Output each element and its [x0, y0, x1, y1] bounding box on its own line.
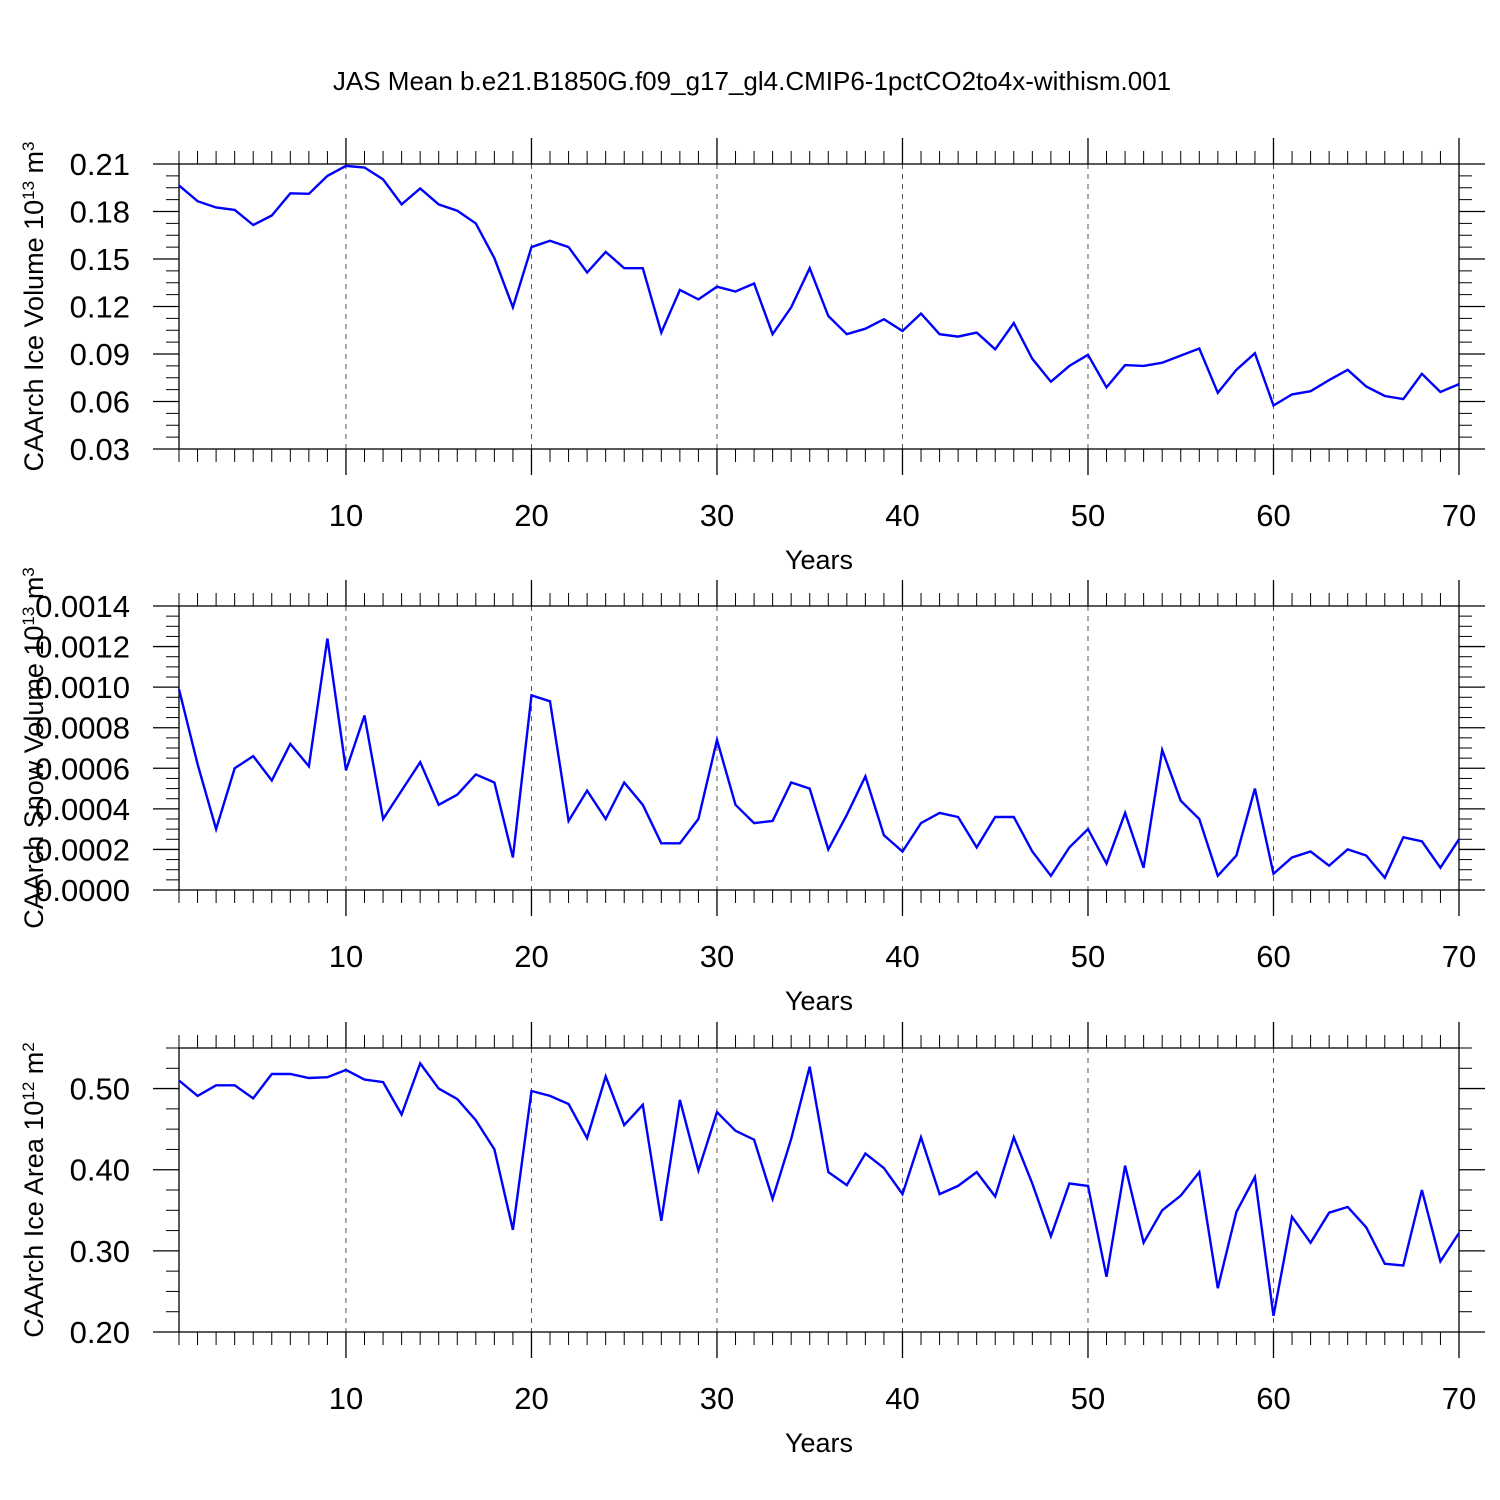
x-tick-label: 10: [329, 939, 363, 974]
y-axis-label: CAArch Ice Volume 1013 m3: [19, 141, 50, 471]
y-tick-label: 0.0004: [35, 792, 130, 827]
series-line-ice-area: [178, 1060, 1461, 1317]
y-tick-label: 0.0010: [35, 670, 130, 705]
x-tick-label: 70: [1442, 1381, 1476, 1416]
panel-ice-area: 0.20 0.30 0.40 0.50 10 20 30 40 50 60 70 Years CA…: [19, 1022, 1485, 1458]
x-tick-label: 50: [1071, 498, 1105, 533]
x-tick-label: 20: [514, 939, 548, 974]
x-tick-labels: 10 20 30 40 50 60 70: [329, 939, 1477, 974]
y-axis-label: CAArch Snow Volume 1013 m3: [19, 567, 50, 929]
x-tick-label: 70: [1442, 498, 1476, 533]
axis-ticks: [153, 580, 1485, 916]
panel-snow-volume: 0.0000 0.0002 0.0004 0.0006 0.0008 0.0010 0.00…: [19, 567, 1485, 1016]
y-axis-label-exponent: 13: [19, 181, 38, 200]
x-tick-label: 50: [1071, 939, 1105, 974]
y-tick-label: 0.06: [70, 385, 130, 420]
x-axis-label: Years: [785, 1428, 853, 1458]
y-tick-label: 0.12: [70, 290, 130, 325]
x-tick-label: 60: [1256, 498, 1290, 533]
y-tick-label: 0.09: [70, 337, 130, 372]
y-axis-label-main: CAArch Ice Area 10: [19, 1101, 49, 1338]
chart-title: JAS Mean b.e21.B1850G.f09_g17_gl4.CMIP6-…: [333, 66, 1171, 96]
y-tick-label: 0.0014: [35, 589, 130, 624]
y-axis-label-unit: m: [19, 151, 49, 181]
y-tick-label: 0.0012: [35, 630, 130, 665]
y-axis-label-main: CAArch Snow Volume 10: [19, 626, 49, 929]
y-tick-labels: 0.0000 0.0002 0.0004 0.0006 0.0008 0.0010 0.00…: [35, 589, 130, 908]
plot-frame: [178, 1047, 1460, 1333]
y-axis-label-unit-exponent: 3: [19, 567, 38, 576]
x-gridlines: [345, 606, 1274, 890]
panel-ice-volume: 0.03 0.06 0.09 0.12 0.15 0.18 0.21 10 20 30 40 50 6…: [19, 138, 1485, 575]
x-tick-label: 10: [329, 1381, 363, 1416]
x-gridlines: [345, 1048, 1274, 1332]
y-axis-label-unit-exponent: 3: [19, 141, 38, 150]
y-axis-label-unit-exponent: 2: [19, 1042, 38, 1051]
y-tick-label: 0.0006: [35, 751, 130, 786]
y-tick-label: 0.0008: [35, 711, 130, 746]
x-tick-label: 70: [1442, 939, 1476, 974]
y-tick-label: 0.0000: [35, 873, 130, 908]
x-axis-label: Years: [785, 986, 853, 1016]
x-tick-labels: 10 20 30 40 50 60 70: [329, 1381, 1477, 1416]
y-tick-label: 0.30: [70, 1234, 130, 1269]
plot-frame: [178, 163, 1460, 450]
y-axis-label-exponent: 13: [19, 607, 38, 626]
y-axis-label-unit: m: [19, 577, 49, 607]
y-axis-label-main: CAArch Ice Volume 10: [19, 200, 49, 472]
x-tick-label: 30: [700, 498, 734, 533]
x-tick-label: 20: [514, 1381, 548, 1416]
y-tick-labels: 0.20 0.30 0.40 0.50: [70, 1072, 130, 1350]
y-tick-label: 0.21: [70, 147, 130, 182]
y-tick-label: 0.15: [70, 242, 130, 277]
x-tick-label: 40: [885, 939, 919, 974]
x-tick-label: 50: [1071, 1381, 1105, 1416]
y-tick-labels: 0.03 0.06 0.09 0.12 0.15 0.18 0.21: [70, 147, 130, 467]
y-axis-label-unit: m: [19, 1052, 49, 1082]
y-axis-label: CAArch Ice Area 1012 m2: [19, 1042, 50, 1338]
x-axis-label: Years: [785, 545, 853, 575]
axis-ticks: [153, 138, 1485, 475]
x-tick-label: 60: [1256, 1381, 1290, 1416]
x-tick-label: 30: [700, 1381, 734, 1416]
y-tick-label: 0.50: [70, 1072, 130, 1107]
x-tick-label: 60: [1256, 939, 1290, 974]
y-axis-label-exponent: 12: [19, 1082, 38, 1101]
x-tick-label: 10: [329, 498, 363, 533]
y-tick-label: 0.18: [70, 195, 130, 230]
y-tick-label: 0.40: [70, 1153, 130, 1188]
plot-frame: [178, 605, 1460, 891]
y-tick-label: 0.0002: [35, 832, 130, 867]
x-tick-label: 30: [700, 939, 734, 974]
x-tick-labels: 10 20 30 40 50 60 70: [329, 498, 1477, 533]
series-line-ice-volume: [178, 164, 1460, 408]
y-tick-label: 0.20: [70, 1315, 130, 1350]
x-tick-label: 40: [885, 498, 919, 533]
series-line-snow-volume: [177, 638, 1461, 881]
x-tick-label: 40: [885, 1381, 919, 1416]
axis-ticks: [153, 1022, 1485, 1358]
x-gridlines: [345, 164, 1274, 449]
x-tick-label: 20: [514, 498, 548, 533]
y-tick-label: 0.03: [70, 432, 130, 467]
